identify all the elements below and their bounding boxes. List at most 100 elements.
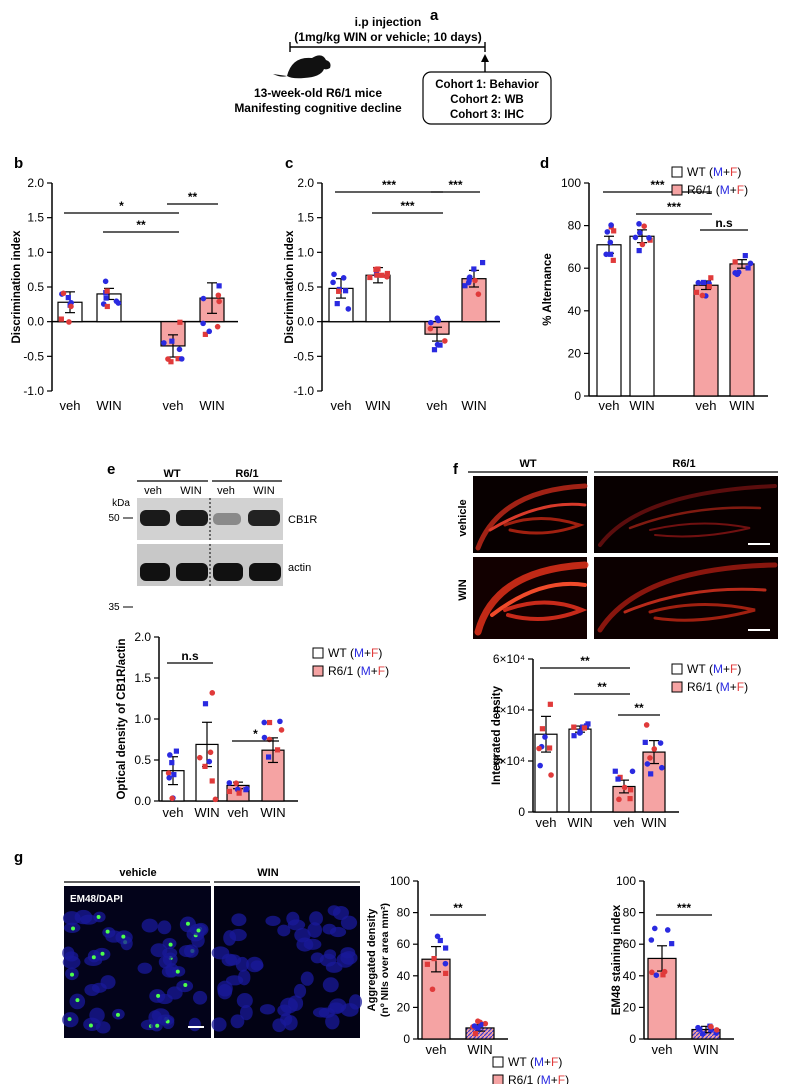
data-point: [480, 259, 486, 266]
legend-text: M: [354, 646, 364, 660]
legend-text: (: [716, 183, 720, 197]
legend-text: (: [350, 646, 354, 660]
wb-lane-1: veh: [144, 485, 162, 497]
y-tick-label: 60: [623, 937, 637, 951]
x-tick-label: veh: [427, 398, 448, 413]
legend-swatch: [671, 184, 683, 196]
nucleus: [192, 990, 208, 1005]
data-point: [261, 719, 268, 726]
nucleus: [329, 926, 347, 938]
legend-entry: WT (M+F): [508, 1055, 562, 1069]
data-point: [60, 290, 67, 297]
nucleus: [62, 946, 75, 960]
data-point: [651, 746, 658, 752]
y-tick-label: 4×10⁴: [493, 703, 525, 717]
nucleus: [349, 994, 363, 1010]
legend-text: (: [709, 662, 713, 676]
x-tick-label: veh: [696, 398, 717, 413]
significance-label: n.s: [715, 216, 733, 230]
data-point: [571, 724, 577, 730]
data-point: [216, 298, 222, 305]
inclusion: [71, 926, 76, 931]
legend-text: WT: [687, 662, 706, 676]
data-point: [176, 346, 183, 353]
data-point: [261, 734, 268, 741]
nucleus: [246, 956, 264, 973]
legend-text: +: [364, 646, 371, 660]
x-tick-label: veh: [163, 805, 184, 820]
significance-label: **: [188, 190, 198, 204]
data-point: [342, 288, 349, 294]
y-tick-label: 0.0: [134, 794, 151, 808]
nucleus: [225, 975, 244, 986]
y-tick-label: 0.5: [134, 753, 151, 767]
nucleus: [239, 1005, 253, 1021]
y-tick-label: 1.0: [27, 245, 44, 259]
legend-text: ): [737, 165, 741, 179]
data-point: [265, 754, 272, 760]
significance-label: ***: [382, 178, 396, 192]
significance-label: **: [580, 654, 590, 668]
wb-lane-3: veh: [217, 485, 235, 497]
data-point: [442, 960, 449, 967]
data-point: [373, 266, 379, 273]
x-tick-label: WIN: [194, 805, 219, 820]
chart-b: 2.0 1.5 1.0 0.5 0.0 -0.5 -1.0 Discrimination in…: [11, 176, 238, 413]
data-point: [202, 763, 208, 769]
legend-swatch: [312, 647, 324, 659]
data-point: [443, 970, 449, 976]
legend-entry: WT (M+F): [687, 662, 741, 676]
legend-text: R6/1: [687, 183, 713, 197]
inclusion: [168, 942, 173, 947]
nucleus: [277, 1004, 292, 1017]
data-point: [636, 229, 643, 236]
x-tick-label: veh: [60, 398, 81, 413]
y-tick-label: 80: [568, 219, 582, 233]
legend-text: R6/1: [508, 1073, 534, 1084]
nucleus: [231, 913, 247, 927]
nucleus: [157, 920, 172, 935]
schematic-line1: i.p injection: [355, 15, 422, 29]
data-point: [732, 259, 738, 265]
data-point: [636, 221, 642, 227]
data-point: [206, 328, 213, 335]
legend-text: F: [371, 646, 378, 660]
legend-entry: R6/1 (M+F): [687, 680, 748, 694]
nucleus: [137, 962, 153, 974]
wb-band: [249, 563, 281, 581]
wb-band: [213, 563, 243, 581]
significance-label: ***: [448, 178, 462, 192]
x-tick-label: veh: [163, 398, 184, 413]
data-point: [471, 266, 477, 272]
legend-swatch: [312, 665, 324, 677]
nucleus: [322, 977, 339, 993]
data-point: [166, 774, 172, 781]
legend-text: F: [737, 183, 744, 197]
data-point: [742, 253, 748, 259]
data-point: [340, 275, 347, 281]
legend-entry: WT (M+F): [687, 165, 741, 179]
data-point: [367, 274, 373, 281]
legend-text: F: [558, 1073, 565, 1084]
wb-wt-label: WT: [163, 468, 180, 480]
x-tick-label: WIN: [365, 398, 390, 413]
data-point: [345, 306, 352, 312]
data-point: [664, 927, 671, 933]
data-point: [478, 1022, 484, 1028]
legend-entry: R6/1 (M+F): [508, 1073, 569, 1084]
y-tick-label: 20: [623, 1000, 637, 1014]
data-point: [603, 251, 609, 258]
wb-lane-2: WIN: [180, 485, 201, 497]
bar: [729, 263, 755, 397]
y-tick-label: 0.0: [27, 315, 44, 329]
y-tick-label: 1.0: [297, 245, 314, 259]
data-point: [277, 718, 283, 725]
y-axis-label: Integrated density: [491, 685, 503, 785]
data-point: [700, 279, 707, 286]
micro-f-row2: WIN: [457, 579, 469, 600]
data-point: [708, 1027, 714, 1033]
nucleus: [332, 905, 349, 920]
significance-label: ***: [400, 199, 414, 213]
data-point: [442, 338, 448, 344]
legend-text: F: [730, 662, 737, 676]
